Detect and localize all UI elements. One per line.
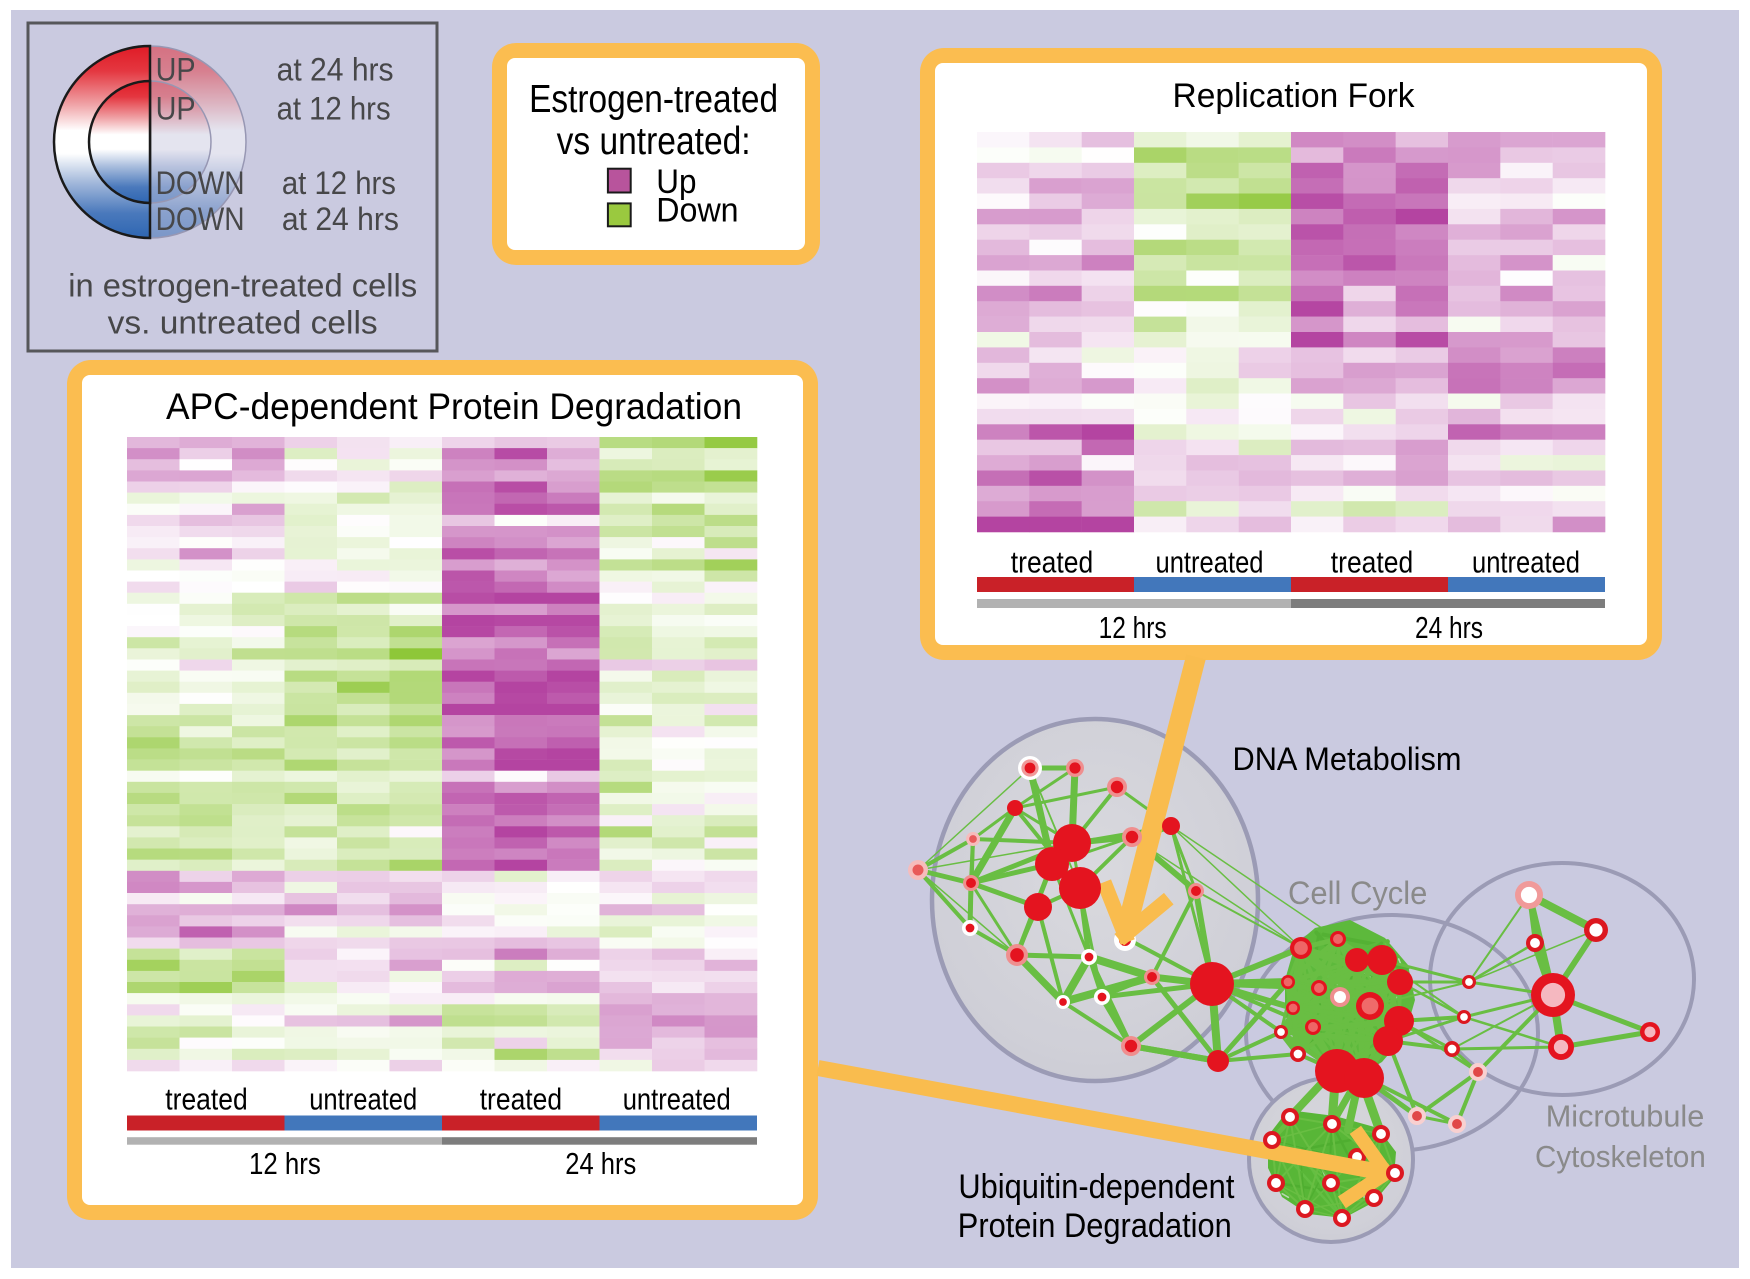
svg-text:24 hrs: 24 hrs bbox=[1415, 610, 1483, 645]
svg-text:DOWN: DOWN bbox=[156, 201, 245, 237]
svg-text:12 hrs: 12 hrs bbox=[249, 1146, 321, 1181]
svg-text:treated: treated bbox=[1011, 544, 1093, 579]
svg-text:untreated: untreated bbox=[1156, 544, 1264, 579]
svg-text:untreated: untreated bbox=[623, 1082, 731, 1117]
svg-text:DOWN: DOWN bbox=[156, 165, 245, 201]
svg-text:vs untreated:: vs untreated: bbox=[557, 120, 751, 163]
svg-text:Protein Degradation: Protein Degradation bbox=[958, 1207, 1232, 1245]
svg-text:treated: treated bbox=[165, 1082, 247, 1117]
svg-text:Estrogen-treated: Estrogen-treated bbox=[529, 78, 778, 121]
svg-text:DNA Metabolism: DNA Metabolism bbox=[1233, 741, 1462, 777]
svg-text:Replication Fork: Replication Fork bbox=[1173, 77, 1416, 115]
svg-text:at 24 hrs: at 24 hrs bbox=[277, 52, 394, 88]
svg-text:24 hrs: 24 hrs bbox=[565, 1146, 636, 1181]
svg-text:Up: Up bbox=[656, 163, 696, 201]
svg-text:untreated: untreated bbox=[1472, 544, 1580, 579]
svg-text:untreated: untreated bbox=[309, 1082, 417, 1117]
svg-text:12 hrs: 12 hrs bbox=[1099, 610, 1167, 645]
svg-text:UP: UP bbox=[156, 91, 196, 127]
svg-text:at 12 hrs: at 12 hrs bbox=[277, 91, 391, 127]
svg-text:at 12 hrs: at 12 hrs bbox=[282, 165, 396, 201]
svg-text:treated: treated bbox=[480, 1082, 562, 1117]
svg-text:Down: Down bbox=[656, 192, 738, 230]
svg-text:treated: treated bbox=[1331, 544, 1413, 579]
svg-text:Ubiquitin-dependent: Ubiquitin-dependent bbox=[958, 1168, 1234, 1206]
svg-text:in estrogen-treated cells: in estrogen-treated cells bbox=[68, 267, 417, 304]
svg-text:vs. untreated cells: vs. untreated cells bbox=[108, 304, 378, 341]
svg-text:at 24 hrs: at 24 hrs bbox=[282, 201, 399, 237]
svg-text:UP: UP bbox=[156, 52, 196, 88]
svg-text:APC-dependent Protein Degradat: APC-dependent Protein Degradation bbox=[166, 386, 742, 427]
svg-text:Cell Cycle: Cell Cycle bbox=[1288, 875, 1427, 911]
svg-text:Microtubule: Microtubule bbox=[1546, 1098, 1705, 1133]
svg-text:Cytoskeleton: Cytoskeleton bbox=[1535, 1139, 1706, 1174]
